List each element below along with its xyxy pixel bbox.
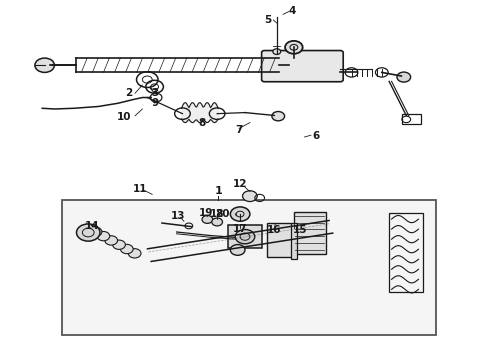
- Text: 2: 2: [125, 88, 133, 98]
- Text: 15: 15: [293, 225, 307, 235]
- Circle shape: [272, 112, 285, 121]
- Bar: [62, 200, 436, 335]
- Bar: [292, 223, 297, 259]
- Bar: [402, 114, 421, 125]
- Text: 16: 16: [267, 225, 282, 235]
- Text: 1: 1: [214, 186, 222, 196]
- Text: 14: 14: [85, 221, 99, 230]
- Text: 18: 18: [209, 209, 224, 219]
- Circle shape: [202, 216, 213, 224]
- Bar: [294, 212, 326, 253]
- Circle shape: [128, 249, 141, 258]
- Circle shape: [76, 224, 100, 241]
- Circle shape: [273, 49, 281, 54]
- Text: 10: 10: [117, 112, 132, 122]
- Text: 17: 17: [233, 225, 247, 234]
- Circle shape: [121, 244, 133, 254]
- Text: 3: 3: [151, 88, 158, 98]
- Text: 6: 6: [312, 131, 319, 141]
- Circle shape: [397, 72, 411, 82]
- Circle shape: [97, 231, 110, 241]
- Text: 9: 9: [151, 98, 158, 108]
- Circle shape: [235, 229, 255, 244]
- Text: 20: 20: [215, 209, 229, 219]
- FancyBboxPatch shape: [262, 50, 343, 82]
- Text: 19: 19: [199, 208, 213, 219]
- Circle shape: [113, 240, 125, 249]
- Circle shape: [212, 218, 222, 226]
- Text: 11: 11: [133, 184, 147, 194]
- Text: 5: 5: [265, 15, 272, 26]
- Circle shape: [105, 236, 118, 245]
- Circle shape: [243, 191, 257, 202]
- Circle shape: [89, 227, 102, 237]
- Text: 4: 4: [289, 6, 296, 17]
- Text: 8: 8: [198, 118, 206, 128]
- Bar: [228, 225, 262, 248]
- Circle shape: [230, 244, 245, 255]
- Bar: [389, 213, 423, 292]
- Text: 12: 12: [233, 179, 247, 189]
- Circle shape: [35, 58, 54, 72]
- Text: 13: 13: [171, 211, 185, 221]
- Text: 7: 7: [236, 125, 243, 135]
- Circle shape: [285, 41, 303, 54]
- Bar: [267, 223, 293, 257]
- Circle shape: [230, 207, 250, 221]
